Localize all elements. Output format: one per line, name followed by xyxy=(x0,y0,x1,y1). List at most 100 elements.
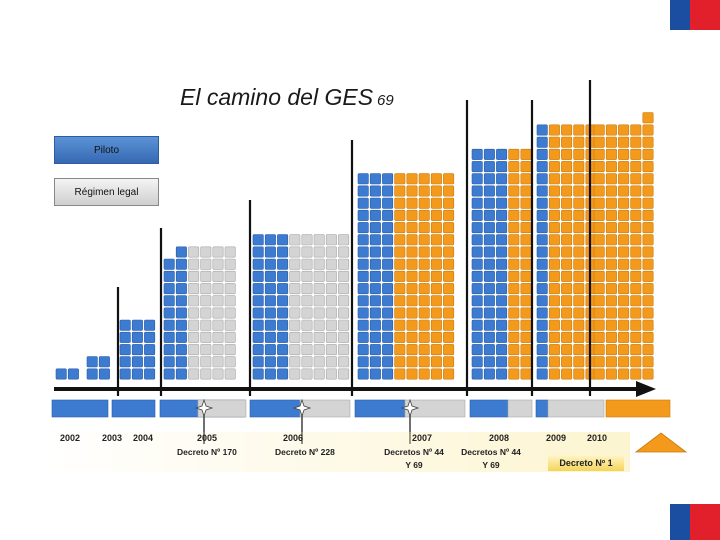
block-2009 xyxy=(548,234,560,246)
block-2008 xyxy=(496,368,508,380)
block-2004 xyxy=(144,331,156,343)
block-2008 xyxy=(483,173,495,185)
block-2009 xyxy=(548,148,560,160)
block-2006 xyxy=(289,307,301,319)
block-2010 xyxy=(630,246,642,258)
block-2005 xyxy=(212,368,224,380)
block-2007 xyxy=(406,234,418,246)
block-2007 xyxy=(369,270,381,282)
block-2009 xyxy=(548,283,560,295)
block-2008 xyxy=(508,344,520,356)
block-2009 xyxy=(573,209,585,221)
block-2008 xyxy=(508,331,520,343)
block-2006 xyxy=(325,307,337,319)
block-2005 xyxy=(200,246,212,258)
block-2006 xyxy=(313,368,325,380)
block-2007 xyxy=(430,368,442,380)
block-2007 xyxy=(418,173,430,185)
block-2008 xyxy=(471,331,483,343)
block-2009 xyxy=(548,185,560,197)
block-2007 xyxy=(394,173,406,185)
block-2009 xyxy=(561,185,573,197)
block-2007 xyxy=(357,197,369,209)
block-2009 xyxy=(536,307,548,319)
block-2009 xyxy=(561,161,573,173)
block-2008 xyxy=(520,148,532,160)
block-2006 xyxy=(277,356,289,368)
block-2007 xyxy=(430,173,442,185)
block-2010 xyxy=(618,124,630,136)
block-2006 xyxy=(289,246,301,258)
block-2009 xyxy=(561,344,573,356)
block-2007 xyxy=(406,295,418,307)
block-2007 xyxy=(418,185,430,197)
block-2007 xyxy=(357,356,369,368)
block-2010 xyxy=(605,209,617,221)
block-2007 xyxy=(418,368,430,380)
block-2010 xyxy=(605,295,617,307)
block-2010 xyxy=(630,368,642,380)
block-2009 xyxy=(536,173,548,185)
block-2010 xyxy=(605,234,617,246)
block-2010 xyxy=(642,136,654,148)
block-2006 xyxy=(277,234,289,246)
block-2010 xyxy=(630,185,642,197)
block-2010 xyxy=(642,295,654,307)
block-2009 xyxy=(536,136,548,148)
block-2006 xyxy=(264,307,276,319)
block-2009 xyxy=(536,234,548,246)
block-2005 xyxy=(163,331,175,343)
block-2004 xyxy=(144,368,156,380)
block-2008 xyxy=(508,368,520,380)
block-2010 xyxy=(618,319,630,331)
block-2007 xyxy=(406,209,418,221)
block-2006 xyxy=(325,234,337,246)
block-2007 xyxy=(418,283,430,295)
block-2005 xyxy=(163,258,175,270)
block-2007 xyxy=(430,185,442,197)
block-2007 xyxy=(369,246,381,258)
decree-2007-line2: Y 69 xyxy=(405,460,423,470)
block-2007 xyxy=(394,344,406,356)
block-2008 xyxy=(471,234,483,246)
block-2006 xyxy=(289,368,301,380)
block-2006 xyxy=(338,368,350,380)
block-2008 xyxy=(496,148,508,160)
block-2008 xyxy=(520,197,532,209)
block-2009 xyxy=(548,331,560,343)
block-2006 xyxy=(338,319,350,331)
block-2005 xyxy=(175,270,187,282)
block-2008 xyxy=(471,307,483,319)
block-2009 xyxy=(561,136,573,148)
block-2006 xyxy=(252,356,264,368)
block-2006 xyxy=(338,246,350,258)
block-2008 xyxy=(471,148,483,160)
block-2007 xyxy=(443,331,455,343)
block-2003 xyxy=(98,368,110,380)
block-2006 xyxy=(301,319,313,331)
block-2009 xyxy=(548,209,560,221)
star-2005-icon xyxy=(194,398,214,418)
block-2008 xyxy=(520,209,532,221)
block-2006 xyxy=(252,319,264,331)
block-2009 xyxy=(573,356,585,368)
block-2010 xyxy=(630,331,642,343)
block-2005 xyxy=(163,368,175,380)
block-2008 xyxy=(508,307,520,319)
block-2007 xyxy=(394,283,406,295)
star-2006-icon xyxy=(292,398,312,418)
block-2009 xyxy=(561,173,573,185)
block-2007 xyxy=(418,319,430,331)
block-2010 xyxy=(642,283,654,295)
block-2007 xyxy=(406,270,418,282)
block-2005 xyxy=(224,319,236,331)
legend-regimen: Régimen legal xyxy=(54,178,159,206)
block-2006 xyxy=(264,331,276,343)
block-2009 xyxy=(561,356,573,368)
block-2010 xyxy=(605,222,617,234)
block-2007 xyxy=(369,319,381,331)
block-2010 xyxy=(605,148,617,160)
block-2007 xyxy=(406,197,418,209)
block-2007 xyxy=(394,368,406,380)
block-2005 xyxy=(212,319,224,331)
